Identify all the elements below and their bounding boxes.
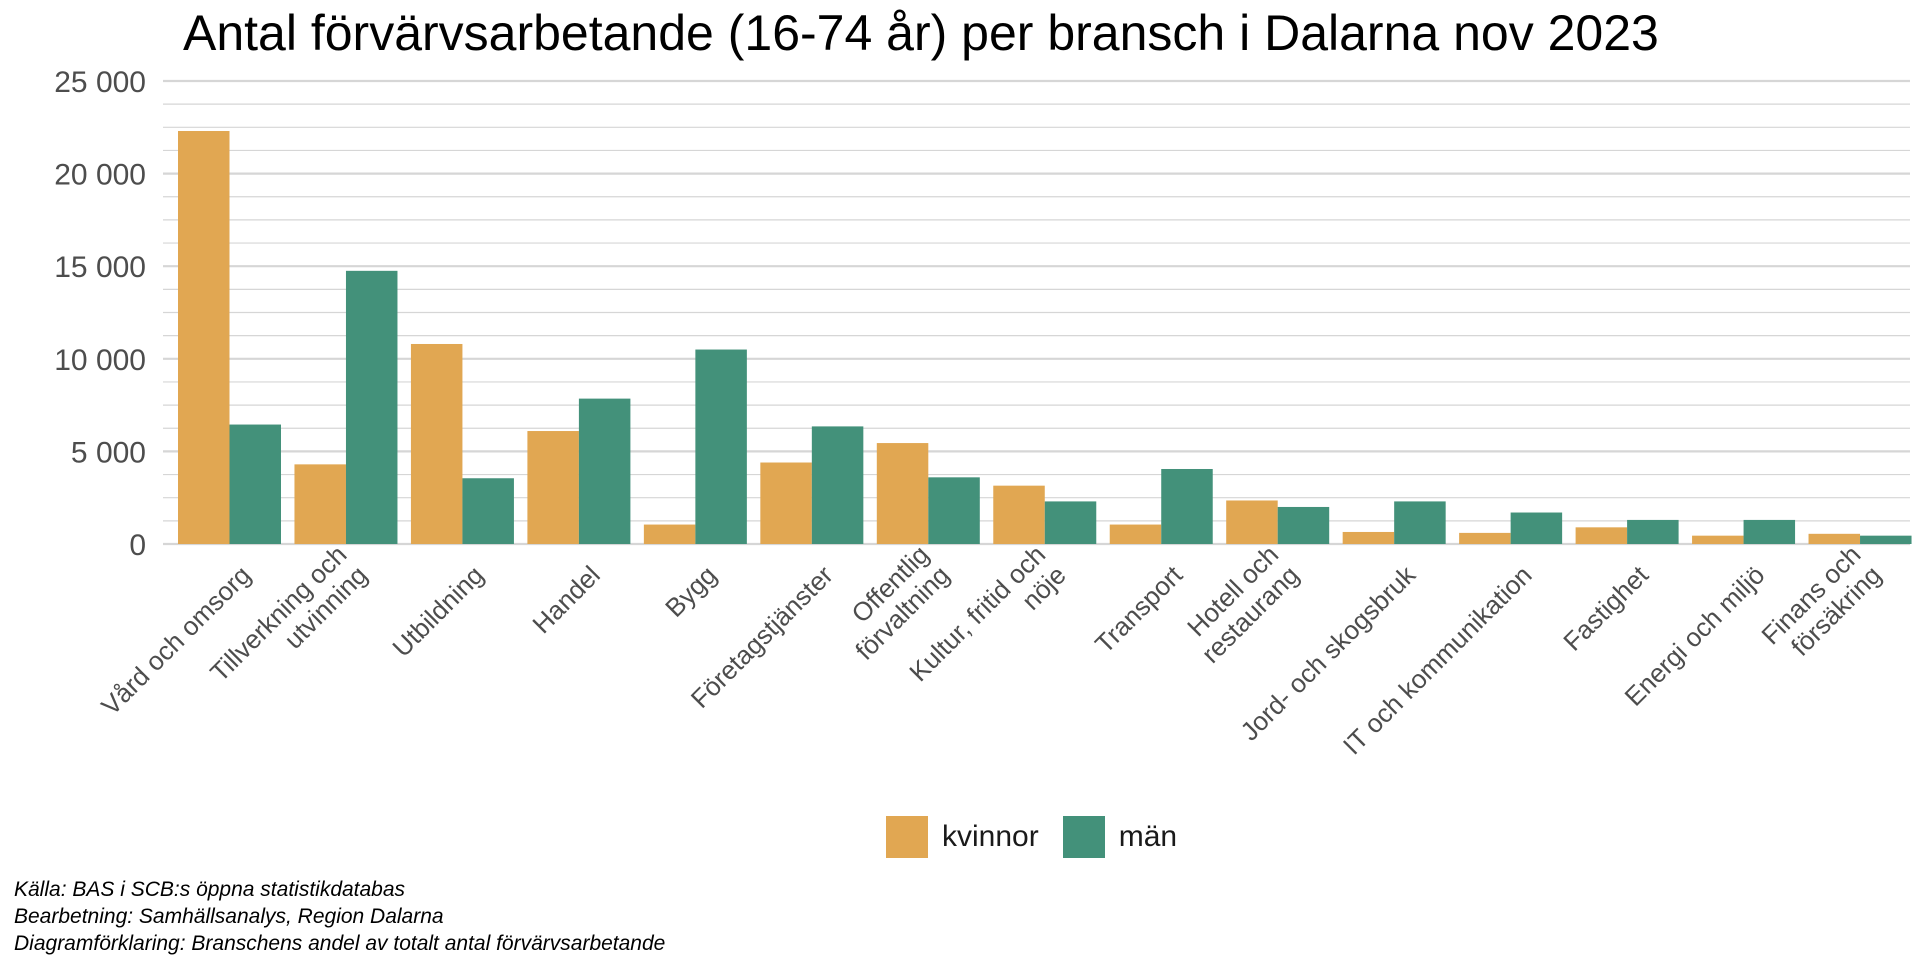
- y-axis-ticks: 0 5 000 10 000 15 000 20 000 25 000: [54, 66, 146, 562]
- bar-kvinnor: [643, 524, 696, 544]
- bar-kvinnor: [1109, 524, 1162, 544]
- x-tick-label: Fastighet: [1557, 559, 1654, 656]
- y-tick-label: 15 000: [54, 251, 146, 284]
- bar-kvinnor: [1226, 500, 1278, 544]
- legend-swatch-kvinnor: [886, 816, 928, 858]
- bar-kvinnor: [1692, 535, 1744, 544]
- bar-kvinnor: [1342, 531, 1395, 544]
- legend-label-kvinnor: kvinnor: [942, 820, 1039, 853]
- x-tick-label: IT och kommunikation: [1337, 560, 1538, 761]
- x-tick-label: Utbildning: [386, 560, 489, 663]
- bar-man: [1627, 519, 1679, 544]
- bar-man: [1510, 512, 1563, 544]
- bar-man: [1161, 468, 1213, 544]
- bar-kvinnor: [178, 131, 230, 544]
- bar-man: [811, 426, 864, 544]
- bar-kvinnor: [527, 431, 579, 544]
- bar-man: [578, 398, 631, 544]
- x-tick-label: Finans ochförsäkring: [1755, 539, 1887, 671]
- bar-man: [1394, 501, 1446, 544]
- bar-man: [1044, 501, 1097, 544]
- bar-kvinnor: [410, 343, 463, 544]
- y-tick-label: 5 000: [71, 436, 146, 469]
- bar-man: [928, 477, 980, 544]
- caption-source: Källa: BAS i SCB:s öppna statistikdataba…: [14, 878, 406, 901]
- x-tick-label: Hotell ochrestaurang: [1175, 539, 1305, 669]
- y-tick-label: 20 000: [54, 159, 146, 192]
- x-tick-label: Handel: [526, 560, 605, 639]
- bar-man: [229, 424, 281, 544]
- caption: Källa: BAS i SCB:s öppna statistikdataba…: [14, 876, 665, 957]
- caption-processing: Bearbetning: Samhällsanalys, Region Dala…: [14, 905, 444, 928]
- bar-kvinnor: [1808, 533, 1861, 544]
- legend-item-man: män: [1062, 816, 1178, 858]
- legend-swatch-man: [1062, 816, 1105, 858]
- y-tick-label: 25 000: [54, 66, 146, 99]
- chart-title: Antal förvärvsarbetande (16-74 år) per b…: [183, 5, 1659, 61]
- bar-kvinnor: [993, 485, 1045, 544]
- legend-label-man: män: [1118, 820, 1178, 853]
- bars: [178, 131, 1912, 544]
- bar-man: [462, 478, 514, 544]
- y-tick-label: 10 000: [54, 344, 146, 377]
- legend: kvinnor män: [886, 816, 1177, 858]
- bar-kvinnor: [294, 464, 346, 544]
- legend-item-kvinnor: kvinnor: [886, 816, 1039, 858]
- y-tick-label: 0: [129, 529, 146, 562]
- bar-kvinnor: [876, 443, 929, 544]
- bar-kvinnor: [760, 462, 812, 544]
- bar-man: [1277, 506, 1330, 544]
- bar-kvinnor: [1575, 527, 1628, 544]
- caption-explanation: Diagramförklaring: Branschens andel av t…: [14, 932, 666, 955]
- bar-man: [1860, 535, 1912, 544]
- bar-kvinnor: [1459, 532, 1511, 544]
- x-tick-label: Bygg: [659, 560, 722, 623]
- bar-man: [1743, 519, 1796, 544]
- x-tick-label: Transport: [1089, 559, 1189, 659]
- bar-man: [695, 349, 747, 544]
- bar-man: [345, 270, 398, 544]
